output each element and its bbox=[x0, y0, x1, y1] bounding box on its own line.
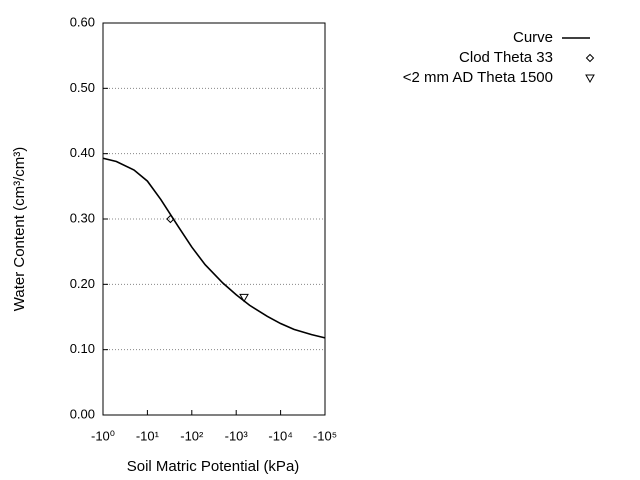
x-tick-label: -10³ bbox=[225, 428, 249, 443]
point bbox=[239, 293, 249, 303]
x-axis-label: Soil Matric Potential (kPa) bbox=[127, 458, 300, 475]
y-tick-label: 0.30 bbox=[70, 210, 95, 225]
legend-label: Curve bbox=[513, 29, 553, 46]
legend-label: <2 mm AD Theta 1500 bbox=[403, 69, 553, 86]
x-tick-label: -10¹ bbox=[136, 428, 160, 443]
y-tick-label: 0.00 bbox=[70, 406, 95, 421]
x-tick-label: -10⁴ bbox=[268, 428, 292, 443]
y-tick-label: 0.60 bbox=[70, 14, 95, 29]
x-tick-label: -10⁵ bbox=[313, 428, 337, 443]
point bbox=[166, 214, 175, 224]
y-tick-label: 0.20 bbox=[70, 276, 95, 291]
y-tick-label: 0.10 bbox=[70, 341, 95, 356]
y-tick-label: 0.40 bbox=[70, 145, 95, 160]
legend-swatch bbox=[585, 74, 595, 84]
y-tick-label: 0.50 bbox=[70, 80, 95, 95]
legend-label: Clod Theta 33 bbox=[459, 49, 553, 66]
plot-frame bbox=[102, 22, 326, 416]
x-tick-label: -10⁰ bbox=[91, 428, 115, 443]
curve-line bbox=[102, 157, 326, 339]
legend-swatch bbox=[585, 53, 595, 63]
x-tick-label: -10² bbox=[180, 428, 204, 443]
y-axis-label: Water Content (cm³/cm³) bbox=[11, 147, 28, 311]
